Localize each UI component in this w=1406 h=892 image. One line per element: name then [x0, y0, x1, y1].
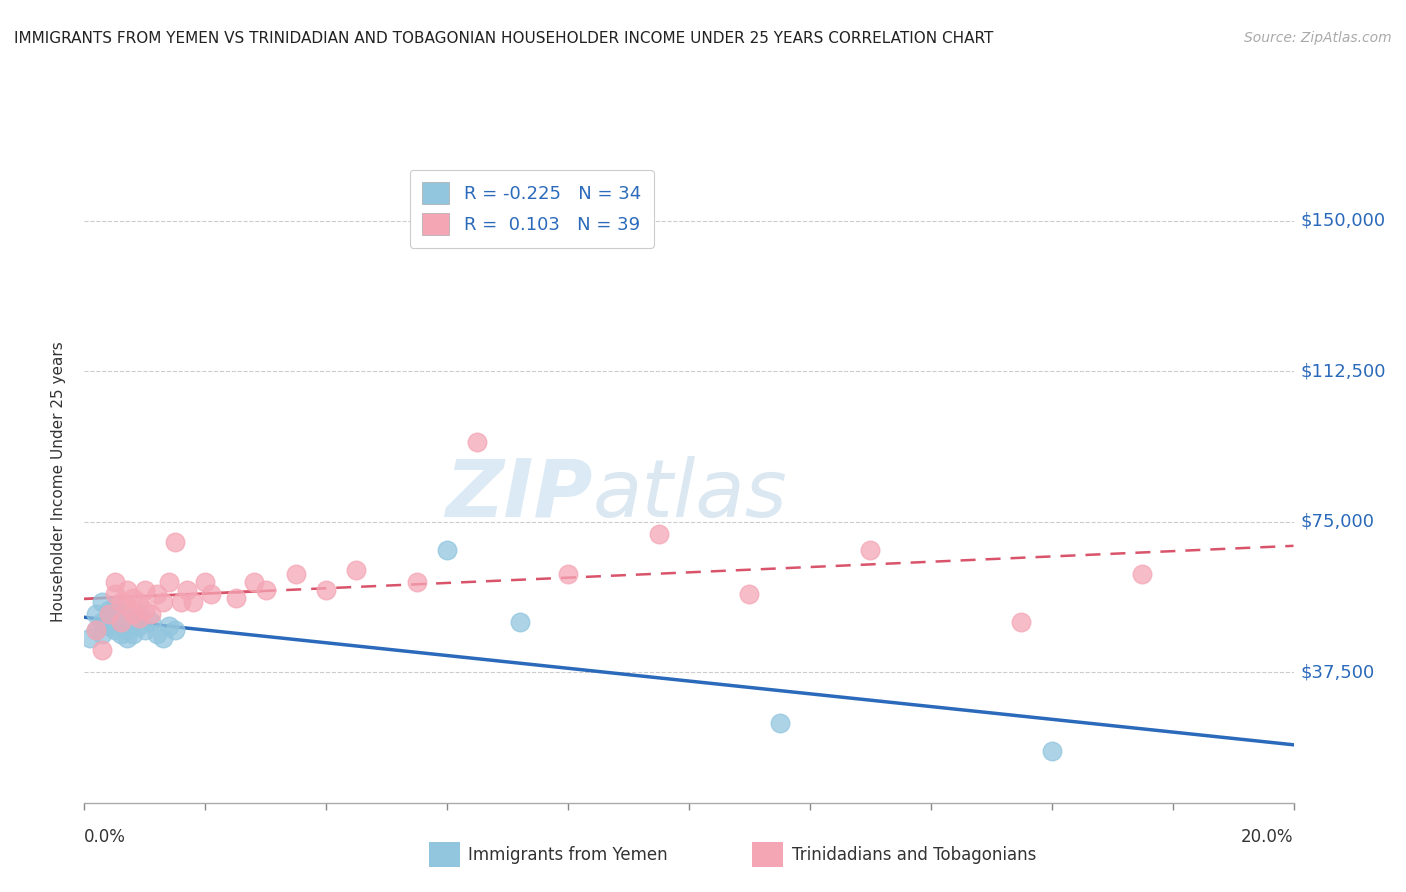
Point [121, 627, 143, 641]
Point [738, 587, 761, 601]
Point [557, 567, 579, 582]
Point [134, 603, 156, 617]
Point [146, 627, 169, 641]
Text: $150,000: $150,000 [1301, 211, 1386, 230]
Point [152, 595, 174, 609]
Point [91, 595, 114, 609]
Point [467, 434, 489, 449]
Point [104, 611, 127, 625]
Point [104, 575, 127, 590]
Point [1040, 744, 1063, 758]
Point [152, 632, 174, 646]
Y-axis label: Householder Income Under 25 years: Householder Income Under 25 years [51, 342, 66, 622]
Point [110, 615, 132, 630]
Legend: R = -0.225   N = 34, R =  0.103   N = 39: R = -0.225 N = 34, R = 0.103 N = 39 [409, 169, 654, 248]
Point [121, 591, 143, 606]
Point [79, 632, 101, 646]
Point [284, 567, 308, 582]
Point [157, 575, 180, 590]
Point [134, 623, 156, 637]
Text: atlas: atlas [592, 456, 787, 533]
Point [406, 575, 429, 590]
Point [121, 607, 143, 622]
Text: Trinidadians and Tobagonians: Trinidadians and Tobagonians [792, 846, 1036, 863]
Point [315, 583, 337, 598]
Point [163, 623, 186, 637]
Point [146, 587, 169, 601]
Point [104, 615, 127, 630]
Point [128, 619, 150, 633]
Point [194, 575, 217, 590]
Point [134, 583, 156, 598]
Text: Source: ZipAtlas.com: Source: ZipAtlas.com [1244, 31, 1392, 45]
Point [242, 575, 264, 590]
Point [121, 615, 143, 630]
Point [97, 607, 120, 622]
Point [170, 595, 193, 609]
Point [163, 535, 186, 549]
Point [104, 587, 127, 601]
Text: 0.0%: 0.0% [84, 829, 127, 847]
Point [200, 587, 222, 601]
Point [509, 615, 531, 630]
Point [91, 627, 114, 641]
Point [181, 595, 204, 609]
Point [104, 599, 127, 614]
Point [104, 623, 127, 637]
Point [110, 595, 132, 609]
Point [139, 607, 162, 622]
Text: ZIP: ZIP [444, 456, 592, 533]
Point [128, 595, 150, 609]
Point [97, 603, 120, 617]
Text: IMMIGRANTS FROM YEMEN VS TRINIDADIAN AND TOBAGONIAN HOUSEHOLDER INCOME UNDER 25 : IMMIGRANTS FROM YEMEN VS TRINIDADIAN AND… [14, 31, 994, 46]
Text: 20.0%: 20.0% [1241, 829, 1294, 847]
Point [128, 607, 150, 622]
Point [91, 643, 114, 657]
Point [139, 615, 162, 630]
Point [110, 607, 132, 622]
Point [128, 611, 150, 625]
Point [647, 526, 671, 541]
Point [346, 563, 368, 577]
Point [176, 583, 198, 598]
Point [254, 583, 277, 598]
Point [115, 623, 138, 637]
Point [110, 627, 132, 641]
Point [115, 611, 138, 625]
Point [86, 623, 108, 637]
Point [769, 715, 792, 730]
Point [1130, 567, 1153, 582]
Point [115, 599, 138, 614]
Point [110, 615, 132, 630]
Point [859, 542, 882, 557]
Point [436, 542, 458, 557]
Point [91, 615, 114, 630]
Point [115, 583, 138, 598]
Point [97, 619, 120, 633]
Point [86, 607, 108, 622]
Text: Immigrants from Yemen: Immigrants from Yemen [468, 846, 668, 863]
Point [157, 619, 180, 633]
Text: $37,500: $37,500 [1301, 664, 1375, 681]
Point [115, 632, 138, 646]
Point [110, 619, 132, 633]
Text: $75,000: $75,000 [1301, 513, 1375, 531]
Point [1010, 615, 1032, 630]
Point [225, 591, 247, 606]
Point [86, 623, 108, 637]
Point [97, 607, 120, 622]
Text: $112,500: $112,500 [1301, 362, 1386, 380]
